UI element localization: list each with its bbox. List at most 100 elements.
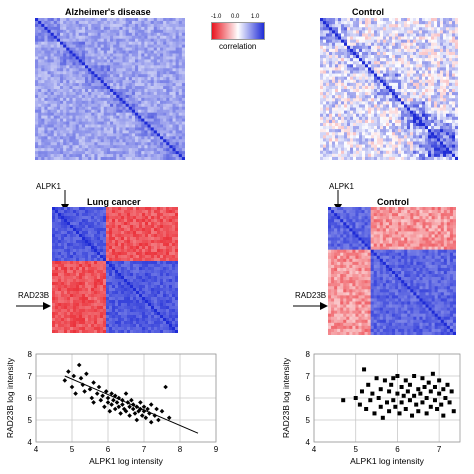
heatmap-cell xyxy=(153,112,158,116)
heatmap-cell xyxy=(56,35,61,40)
heatmap-cell xyxy=(166,103,170,108)
heatmap-cell xyxy=(353,107,357,111)
heatmap-cell xyxy=(443,122,447,127)
heatmap-cell xyxy=(332,129,336,133)
heatmap-cell xyxy=(326,135,330,139)
heatmap-cell xyxy=(407,70,411,74)
heatmap-cell xyxy=(166,83,170,87)
heatmap-cell xyxy=(452,89,456,93)
heatmap-cell xyxy=(377,107,381,111)
heatmap-cell xyxy=(428,135,432,139)
heatmap-cell xyxy=(100,44,105,48)
heatmap-cell xyxy=(35,23,39,28)
heatmap-cell xyxy=(410,82,414,87)
heatmap-cell xyxy=(169,118,173,122)
heatmap-cell xyxy=(362,101,366,105)
heatmap-cell xyxy=(398,126,402,130)
heatmap-cell xyxy=(85,18,89,22)
heatmap-cell xyxy=(377,55,381,59)
heatmap-cell xyxy=(85,118,89,122)
heatmap-cell xyxy=(35,94,39,99)
heatmap-cell xyxy=(428,98,432,102)
heatmap-cell xyxy=(103,210,107,214)
heatmap-cell xyxy=(434,30,438,34)
heatmap-cell xyxy=(133,219,137,223)
heatmap-cell xyxy=(106,50,111,54)
heatmap-cell xyxy=(145,243,149,247)
heatmap-cell xyxy=(35,26,39,31)
heatmap-cell xyxy=(401,135,405,139)
heatmap-cell xyxy=(437,107,441,111)
heatmap-cell xyxy=(377,27,381,31)
heatmap-cell xyxy=(38,112,42,116)
heatmap-cell xyxy=(353,116,357,121)
heatmap-cell xyxy=(166,127,170,131)
heatmap-cell xyxy=(425,33,429,37)
heatmap-cell xyxy=(81,136,86,140)
heatmap-cell xyxy=(63,106,67,111)
heatmap-cell xyxy=(392,70,396,74)
heatmap-cell xyxy=(323,82,327,87)
heatmap-cell xyxy=(72,97,76,102)
heatmap-cell xyxy=(131,145,136,149)
heatmap-cell xyxy=(356,33,360,37)
heatmap-cell xyxy=(147,106,151,111)
heatmap-cell xyxy=(109,237,113,241)
heatmap-cell xyxy=(118,222,122,226)
heatmap-cell xyxy=(320,92,324,96)
heatmap-cell xyxy=(398,55,402,59)
heatmap-cell xyxy=(135,109,139,113)
heatmap-cell xyxy=(113,145,117,149)
heatmap-cell xyxy=(112,207,116,211)
heatmap-cell xyxy=(172,139,176,143)
heatmap-cell xyxy=(38,154,42,158)
heatmap-cell xyxy=(103,20,108,25)
heatmap-cell xyxy=(72,139,76,143)
heatmap-cell xyxy=(413,18,417,22)
heatmap-cell xyxy=(131,35,136,40)
heatmap-cell xyxy=(392,42,396,47)
heatmap-cell xyxy=(434,89,438,93)
heatmap-cell xyxy=(335,67,339,71)
heatmap-cell xyxy=(73,216,77,220)
heatmap-cell xyxy=(175,136,180,140)
heatmap-cell xyxy=(329,33,333,37)
heatmap-cell xyxy=(131,106,136,111)
heatmap-cell xyxy=(119,112,123,116)
heatmap-cell xyxy=(163,44,167,48)
legend-caption: correlation xyxy=(219,42,257,51)
heatmap-cell xyxy=(130,225,134,229)
heatmap-cell xyxy=(389,79,393,84)
heatmap-cell xyxy=(97,118,101,122)
heatmap-cell xyxy=(118,228,122,232)
heatmap-cell xyxy=(78,115,83,119)
heatmap-cell xyxy=(148,213,152,217)
heatmap-cell xyxy=(135,133,139,137)
heatmap-cell xyxy=(163,103,167,108)
heatmap-cell xyxy=(172,74,176,78)
heatmap-cell xyxy=(323,70,327,74)
heatmap-cell xyxy=(428,55,432,59)
heatmap-cell xyxy=(401,36,405,40)
heatmap-cell xyxy=(169,68,173,72)
heatmap-cell xyxy=(106,23,111,28)
heatmap-cell xyxy=(41,121,45,125)
heatmap-cell xyxy=(125,83,130,87)
heatmap-cell xyxy=(78,62,83,66)
heatmap-cell xyxy=(79,225,83,229)
heatmap-cell xyxy=(75,26,80,31)
heatmap-cell xyxy=(175,115,180,119)
heatmap-cell xyxy=(398,24,402,28)
heatmap-cell xyxy=(106,234,110,238)
heatmap-cell xyxy=(147,97,151,102)
heatmap-cell xyxy=(60,112,64,116)
heatmap-cell xyxy=(56,118,61,122)
heatmap-cell xyxy=(422,144,426,148)
heatmap-cell xyxy=(338,73,342,77)
heatmap-cell xyxy=(70,219,74,223)
heatmap-cell xyxy=(52,216,56,220)
heatmap-cell xyxy=(389,73,393,77)
heatmap-cell xyxy=(434,150,438,155)
heatmap-cell xyxy=(156,142,161,146)
heatmap-cell xyxy=(41,50,45,54)
